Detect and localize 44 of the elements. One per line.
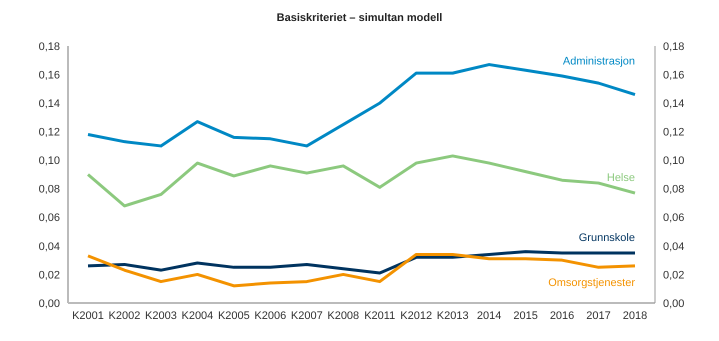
series-label: Administrasjon [562, 56, 635, 68]
x-tick-label: 2018 [622, 310, 648, 322]
series-label: Helse [606, 172, 635, 184]
y2-tick-label: 0,04 [663, 240, 684, 253]
x-tick-label: K2007 [290, 310, 323, 322]
y-tick-label: 0,02 [38, 269, 60, 282]
x-tick-label: 2015 [513, 310, 538, 322]
y2-tick-label: 0,14 [663, 98, 684, 110]
x-tick-label: K2011 [364, 310, 396, 322]
y2-tick-label: 0,06 [663, 212, 684, 224]
y-tick-label: 0,16 [38, 69, 60, 82]
x-tick-label: 2016 [550, 310, 574, 322]
series-label: Omsorgstjenester [548, 276, 636, 289]
x-tick-label: K2003 [145, 310, 177, 322]
y2-tick-label: 0,12 [663, 126, 684, 139]
x-tick-label: 2017 [586, 310, 611, 322]
y2-tick-label: 0,08 [663, 184, 684, 196]
y-tick-label: 0,04 [38, 240, 60, 253]
y-tick-label: 0,14 [38, 98, 60, 110]
series-label: Grunnskole [578, 232, 635, 244]
chart-title: Basiskriteriet – simultan modell [276, 11, 444, 26]
x-tick-label: K2004 [181, 310, 214, 322]
y2-tick-label: 0,02 [663, 269, 684, 282]
x-tick-label: K2005 [218, 310, 250, 322]
y-tick-label: 0,08 [38, 184, 60, 196]
y2-tick-label: 0,10 [663, 155, 684, 168]
line-series [86, 252, 636, 288]
x-tick-label: 2014 [476, 310, 502, 322]
x-tick-label: K2006 [254, 310, 286, 322]
y-tick-label: 0,00 [38, 298, 60, 310]
y-tick-label: 0,12 [38, 126, 60, 139]
x-tick-label: K2002 [108, 310, 140, 322]
line-series [86, 250, 636, 275]
x-tick-label: K2001 [72, 310, 104, 322]
y2-tick-label: 0,18 [663, 40, 684, 53]
line-series [86, 154, 636, 208]
x-tick-label: K2013 [436, 310, 469, 322]
y-tick-label: 0,06 [38, 212, 60, 224]
x-tick-label: K2012 [400, 310, 432, 322]
y2-tick-label: 0,00 [663, 298, 684, 310]
y2-tick-label: 0,16 [663, 69, 684, 82]
x-tick-label: K2008 [327, 310, 360, 322]
y-tick-label: 0,18 [38, 40, 60, 53]
y-tick-label: 0,10 [38, 155, 60, 168]
